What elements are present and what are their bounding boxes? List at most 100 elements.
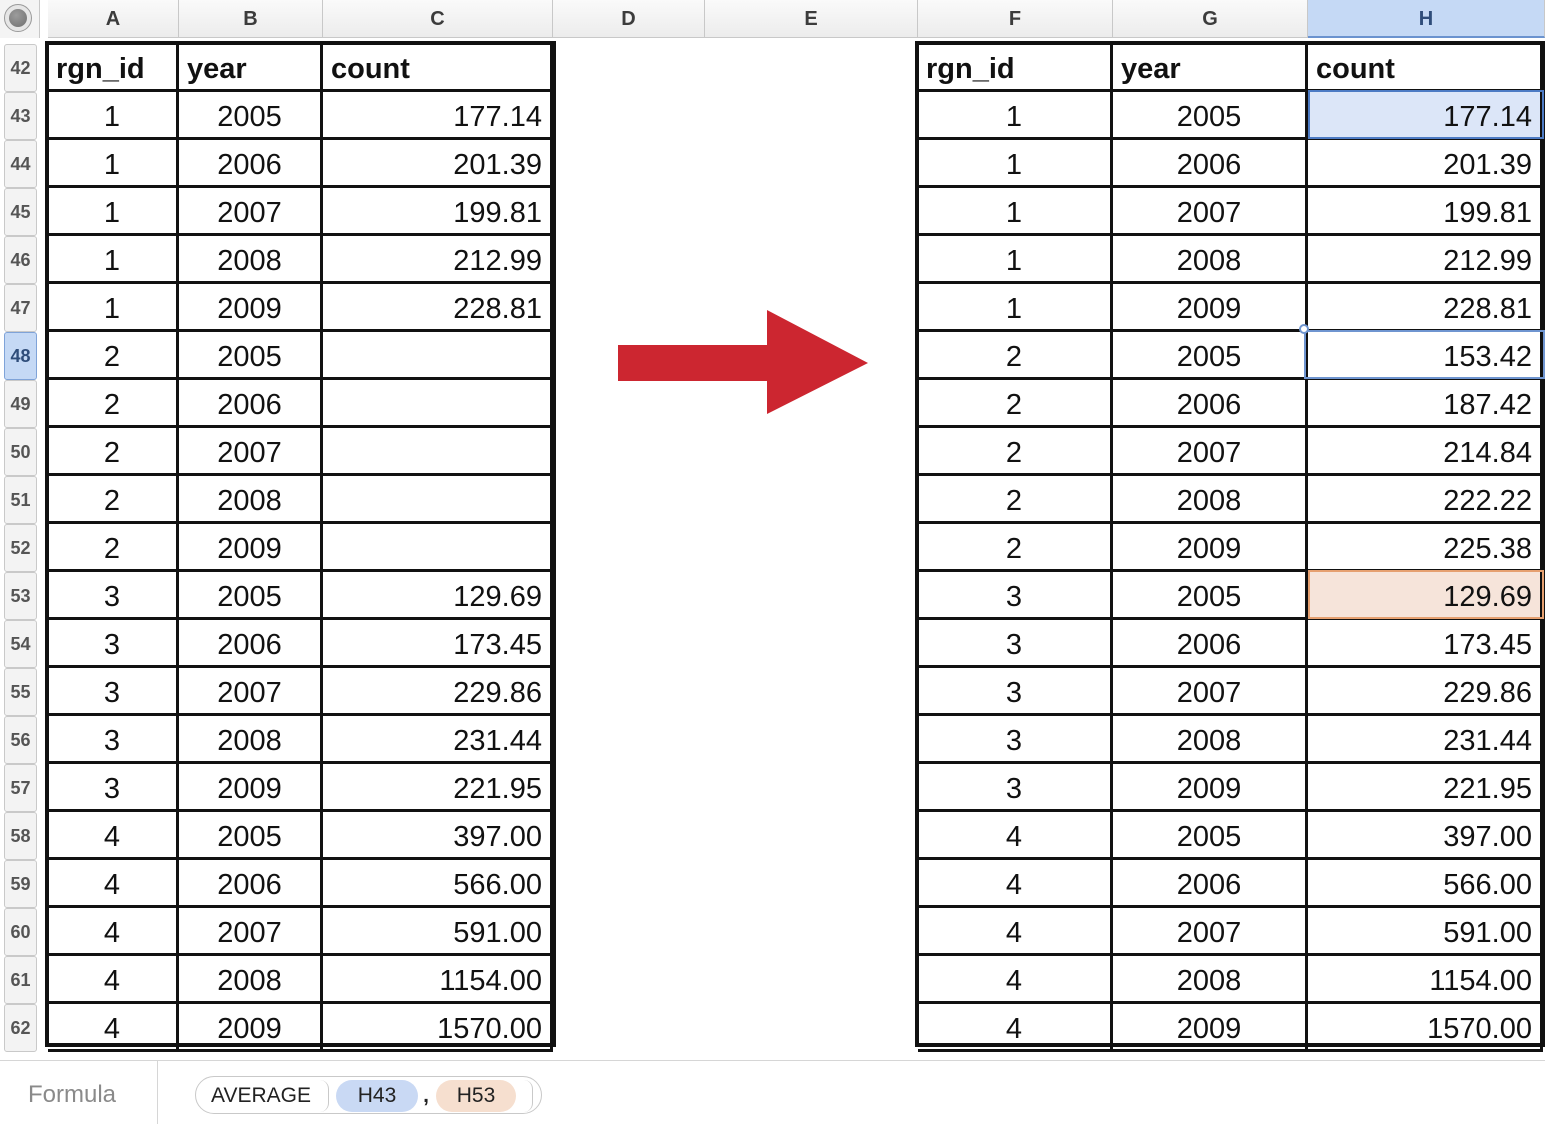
row-header-45[interactable]: 45: [4, 188, 37, 236]
year-cell[interactable]: 2009: [1113, 524, 1308, 572]
count-cell[interactable]: 397.00: [1308, 812, 1543, 860]
rgn-id-cell[interactable]: 4: [48, 812, 179, 860]
row-header-51[interactable]: 51: [4, 476, 37, 524]
rgn-id-cell[interactable]: 3: [48, 668, 179, 716]
count-cell[interactable]: 187.42: [1308, 380, 1543, 428]
rgn-id-cell[interactable]: 1: [48, 140, 179, 188]
row-header-56[interactable]: 56: [4, 716, 37, 764]
count-cell[interactable]: 173.45: [1308, 620, 1543, 668]
count-cell[interactable]: 231.44: [1308, 716, 1543, 764]
count-cell[interactable]: 199.81: [323, 188, 553, 236]
year-cell[interactable]: 2009: [1113, 764, 1308, 812]
row-header-58[interactable]: 58: [4, 812, 37, 860]
formula-ref-token-h53[interactable]: H53: [436, 1080, 516, 1112]
row-header-48[interactable]: 48: [4, 332, 37, 380]
year-cell[interactable]: 2007: [1113, 188, 1308, 236]
year-cell[interactable]: 2007: [179, 428, 323, 476]
count-cell[interactable]: 1570.00: [323, 1004, 553, 1052]
row-header-62[interactable]: 62: [4, 1004, 37, 1052]
count-cell[interactable]: 225.38: [1308, 524, 1543, 572]
header-cell-rgn-id[interactable]: rgn_id: [48, 44, 179, 92]
rgn-id-cell[interactable]: 1: [918, 140, 1113, 188]
year-cell[interactable]: 2008: [1113, 236, 1308, 284]
year-cell[interactable]: 2007: [1113, 908, 1308, 956]
row-header-55[interactable]: 55: [4, 668, 37, 716]
row-header-46[interactable]: 46: [4, 236, 37, 284]
year-cell[interactable]: 2006: [179, 620, 323, 668]
count-cell[interactable]: 214.84: [1308, 428, 1543, 476]
header-cell-year[interactable]: year: [179, 44, 323, 92]
count-cell[interactable]: 177.14: [1308, 92, 1543, 140]
count-cell[interactable]: 1570.00: [1308, 1004, 1543, 1052]
year-cell[interactable]: 2006: [1113, 140, 1308, 188]
rgn-id-cell[interactable]: 3: [918, 716, 1113, 764]
count-cell[interactable]: 201.39: [1308, 140, 1543, 188]
column-header-c[interactable]: C: [323, 0, 553, 38]
count-cell[interactable]: 222.22: [1308, 476, 1543, 524]
header-cell-count[interactable]: count: [1308, 44, 1543, 92]
formula-ref-token-h43[interactable]: H43: [336, 1080, 418, 1112]
year-cell[interactable]: 2007: [179, 908, 323, 956]
row-header-42[interactable]: 42: [4, 44, 37, 92]
rgn-id-cell[interactable]: 2: [48, 332, 179, 380]
select-all-corner[interactable]: [0, 0, 40, 38]
year-cell[interactable]: 2005: [1113, 332, 1308, 380]
rgn-id-cell[interactable]: 1: [48, 92, 179, 140]
count-cell[interactable]: 221.95: [1308, 764, 1543, 812]
rgn-id-cell[interactable]: 3: [48, 620, 179, 668]
year-cell[interactable]: 2009: [1113, 1004, 1308, 1052]
rgn-id-cell[interactable]: 4: [918, 812, 1113, 860]
count-cell[interactable]: 591.00: [1308, 908, 1543, 956]
row-header-52[interactable]: 52: [4, 524, 37, 572]
row-header-53[interactable]: 53: [4, 572, 37, 620]
column-header-d[interactable]: D: [553, 0, 705, 38]
year-cell[interactable]: 2006: [1113, 380, 1308, 428]
count-cell[interactable]: 199.81: [1308, 188, 1543, 236]
year-cell[interactable]: 2006: [179, 140, 323, 188]
rgn-id-cell[interactable]: 4: [48, 1004, 179, 1052]
row-header-50[interactable]: 50: [4, 428, 37, 476]
rgn-id-cell[interactable]: 4: [48, 956, 179, 1004]
count-cell[interactable]: 177.14: [323, 92, 553, 140]
rgn-id-cell[interactable]: 4: [918, 956, 1113, 1004]
year-cell[interactable]: 2008: [1113, 956, 1308, 1004]
year-cell[interactable]: 2008: [179, 476, 323, 524]
year-cell[interactable]: 2006: [179, 380, 323, 428]
year-cell[interactable]: 2005: [1113, 812, 1308, 860]
year-cell[interactable]: 2008: [179, 956, 323, 1004]
formula-function-token[interactable]: AVERAGE: [211, 1084, 311, 1107]
rgn-id-cell[interactable]: 3: [48, 716, 179, 764]
formula-expression[interactable]: AVERAGE H43 , H53: [195, 1076, 542, 1114]
count-cell[interactable]: 397.00: [323, 812, 553, 860]
count-cell[interactable]: 591.00: [323, 908, 553, 956]
count-cell[interactable]: 129.69: [323, 572, 553, 620]
count-cell[interactable]: 566.00: [323, 860, 553, 908]
rgn-id-cell[interactable]: 4: [918, 908, 1113, 956]
rgn-id-cell[interactable]: 1: [918, 188, 1113, 236]
count-cell[interactable]: 228.81: [1308, 284, 1543, 332]
rgn-id-cell[interactable]: 2: [48, 476, 179, 524]
rgn-id-cell[interactable]: 1: [48, 284, 179, 332]
row-header-61[interactable]: 61: [4, 956, 37, 1004]
rgn-id-cell[interactable]: 1: [918, 92, 1113, 140]
year-cell[interactable]: 2007: [179, 668, 323, 716]
column-header-e[interactable]: E: [705, 0, 918, 38]
year-cell[interactable]: 2005: [179, 812, 323, 860]
column-header-h[interactable]: H: [1308, 0, 1545, 38]
year-cell[interactable]: 2009: [1113, 284, 1308, 332]
rgn-id-cell[interactable]: 4: [918, 1004, 1113, 1052]
row-header-59[interactable]: 59: [4, 860, 37, 908]
count-cell[interactable]: 212.99: [1308, 236, 1543, 284]
year-cell[interactable]: 2006: [179, 860, 323, 908]
rgn-id-cell[interactable]: 1: [918, 284, 1113, 332]
year-cell[interactable]: 2006: [1113, 860, 1308, 908]
year-cell[interactable]: 2009: [179, 524, 323, 572]
year-cell[interactable]: 2005: [1113, 92, 1308, 140]
row-header-49[interactable]: 49: [4, 380, 37, 428]
count-cell[interactable]: 201.39: [323, 140, 553, 188]
count-cell[interactable]: 231.44: [323, 716, 553, 764]
rgn-id-cell[interactable]: 4: [48, 860, 179, 908]
count-cell[interactable]: 173.45: [323, 620, 553, 668]
rgn-id-cell[interactable]: 2: [48, 380, 179, 428]
count-cell[interactable]: [323, 380, 553, 428]
